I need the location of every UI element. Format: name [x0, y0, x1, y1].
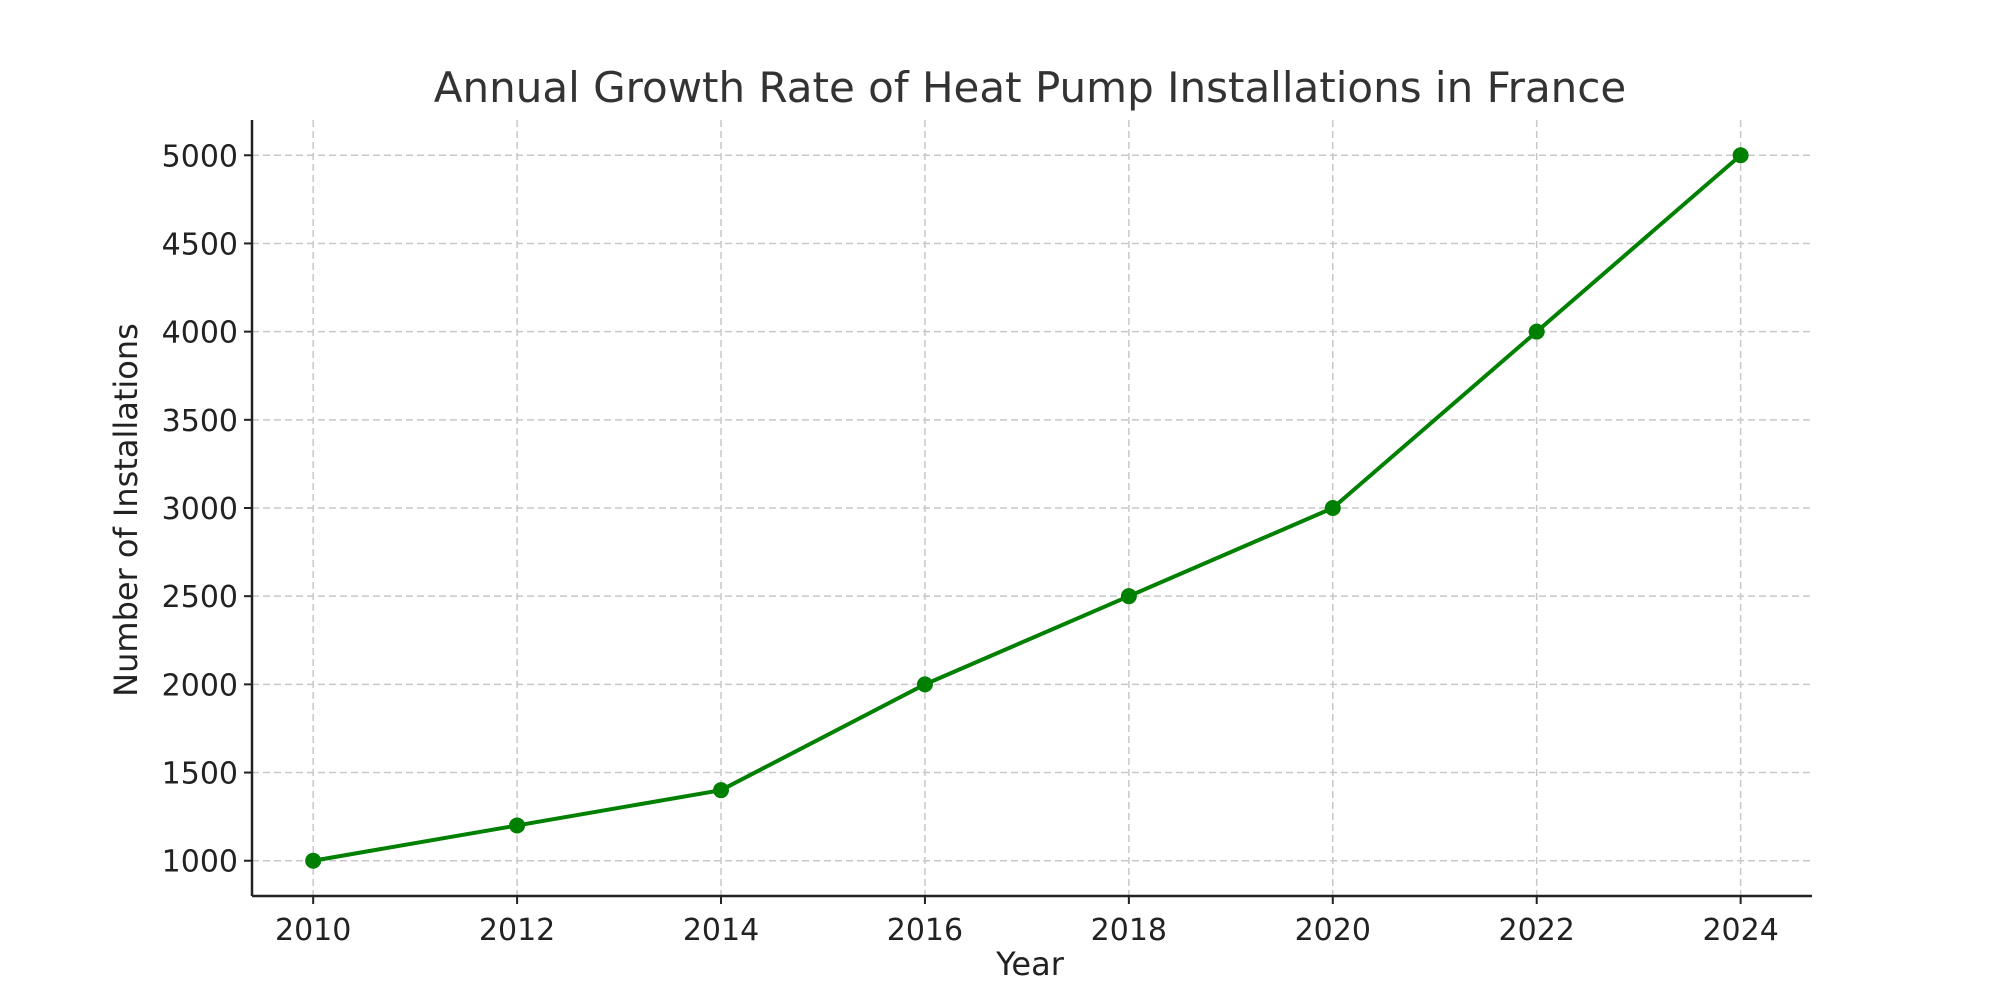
series-line	[311, 153, 1743, 863]
x-tick-label: 2010	[275, 913, 351, 948]
x-tick-label: 2024	[1702, 913, 1778, 948]
x-tick-label: 2020	[1295, 913, 1371, 948]
y-tick-label: 4000	[162, 316, 238, 351]
x-axis-label: Year	[995, 945, 1065, 983]
x-tick-label: 2012	[479, 913, 555, 948]
data-point-2020	[1324, 500, 1341, 516]
y-tick-label: 3500	[162, 404, 238, 439]
data-point-2024	[1732, 147, 1749, 164]
x-tick-label: 2016	[887, 913, 963, 948]
data-point-2014	[713, 782, 730, 799]
y-tick-label: 2000	[162, 668, 238, 703]
data-point-2018	[1120, 588, 1137, 605]
y-tick-label: 3000	[162, 492, 238, 527]
y-tick-label: 1000	[162, 845, 238, 880]
series-layer	[305, 147, 1749, 869]
data-point-2022	[1528, 323, 1545, 340]
y-tick-label: 5000	[162, 139, 238, 174]
grid-layer	[252, 120, 1812, 896]
y-tick-label: 1500	[162, 757, 238, 792]
x-tick-label: 2014	[683, 913, 759, 948]
x-tick-label: 2022	[1499, 913, 1575, 948]
y-tick-label: 2500	[162, 580, 238, 615]
x-tick-label: 2018	[1091, 913, 1167, 948]
data-point-2010	[305, 852, 322, 869]
chart-title: Annual Growth Rate of Heat Pump Installa…	[434, 63, 1626, 112]
data-point-2016	[916, 676, 933, 693]
y-axis-label: Number of Installations	[107, 323, 145, 697]
data-point-2012	[509, 817, 526, 834]
y-tick-label: 4500	[162, 227, 238, 262]
ticks-layer: 2010 2012 2014 2016 2018 2020 2022 2024 1000 1500…	[162, 139, 1779, 948]
